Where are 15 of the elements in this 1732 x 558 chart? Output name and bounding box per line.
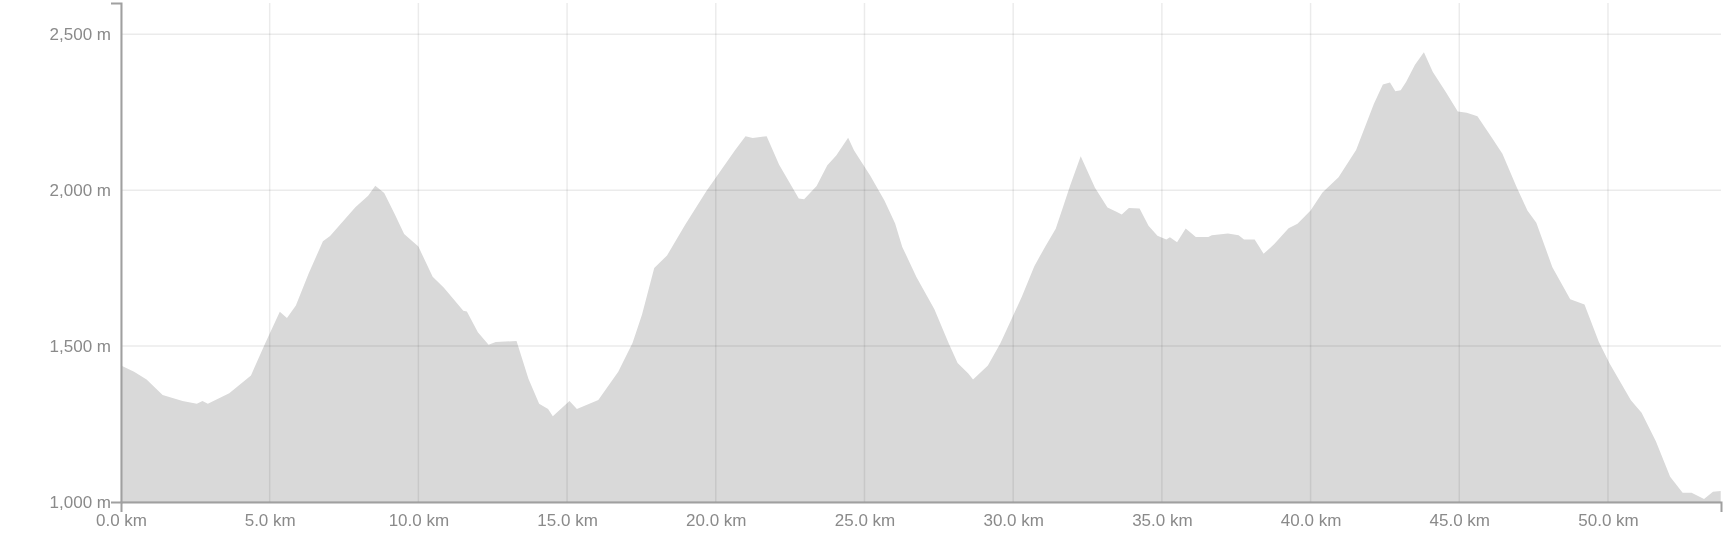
y-tick-label: 2,500 m bbox=[49, 25, 111, 45]
x-tick-label: 5.0 km bbox=[244, 511, 296, 531]
y-tick-label: 1,000 m bbox=[49, 492, 111, 512]
x-tick-label: 45.0 km bbox=[1429, 511, 1491, 531]
x-tick-label: 30.0 km bbox=[983, 511, 1044, 531]
y-tick-label: 1,500 m bbox=[49, 337, 111, 356]
x-tick-label: 40.0 km bbox=[1280, 511, 1342, 531]
x-tick-label: 50.0 km bbox=[1578, 511, 1639, 531]
x-tick-label: 10.0 km bbox=[388, 511, 450, 531]
y-tick-label: 2,000 m bbox=[49, 181, 111, 201]
x-tick-label: 15.0 km bbox=[537, 511, 598, 531]
x-tick-label: 35.0 km bbox=[1132, 511, 1193, 531]
x-tick-label: 0.0 km bbox=[95, 511, 148, 531]
x-tick-label: 25.0 km bbox=[834, 511, 896, 531]
x-tick-label: 20.0 km bbox=[686, 511, 747, 531]
